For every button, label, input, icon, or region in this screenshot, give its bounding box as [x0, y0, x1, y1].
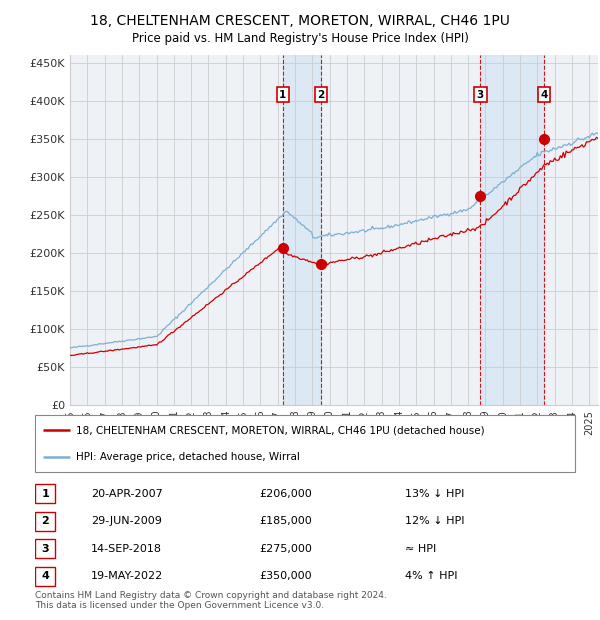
- Text: 2: 2: [317, 89, 325, 100]
- Text: 1: 1: [280, 89, 287, 100]
- Text: £206,000: £206,000: [259, 489, 312, 498]
- Text: £275,000: £275,000: [259, 544, 312, 554]
- Bar: [283, 55, 321, 405]
- Text: 12% ↓ HPI: 12% ↓ HPI: [404, 516, 464, 526]
- Text: 3: 3: [41, 544, 49, 554]
- Text: £185,000: £185,000: [259, 516, 312, 526]
- FancyBboxPatch shape: [35, 539, 55, 559]
- FancyBboxPatch shape: [35, 484, 55, 503]
- Text: 4: 4: [41, 571, 49, 582]
- Text: 20-APR-2007: 20-APR-2007: [91, 489, 163, 498]
- Text: 1: 1: [41, 489, 49, 498]
- Text: Price paid vs. HM Land Registry's House Price Index (HPI): Price paid vs. HM Land Registry's House …: [131, 32, 469, 45]
- Text: 18, CHELTENHAM CRESCENT, MORETON, WIRRAL, CH46 1PU: 18, CHELTENHAM CRESCENT, MORETON, WIRRAL…: [90, 14, 510, 28]
- Text: 19-MAY-2022: 19-MAY-2022: [91, 571, 163, 582]
- Text: 29-JUN-2009: 29-JUN-2009: [91, 516, 162, 526]
- Bar: [480, 55, 544, 405]
- FancyBboxPatch shape: [35, 512, 55, 531]
- FancyBboxPatch shape: [35, 567, 55, 586]
- Text: HPI: Average price, detached house, Wirral: HPI: Average price, detached house, Wirr…: [76, 451, 299, 462]
- Text: 2: 2: [41, 516, 49, 526]
- FancyBboxPatch shape: [35, 415, 575, 472]
- Text: Contains HM Land Registry data © Crown copyright and database right 2024.
This d: Contains HM Land Registry data © Crown c…: [35, 591, 387, 610]
- Text: 13% ↓ HPI: 13% ↓ HPI: [404, 489, 464, 498]
- Text: £350,000: £350,000: [259, 571, 311, 582]
- Text: 18, CHELTENHAM CRESCENT, MORETON, WIRRAL, CH46 1PU (detached house): 18, CHELTENHAM CRESCENT, MORETON, WIRRAL…: [76, 425, 484, 435]
- Text: ≈ HPI: ≈ HPI: [404, 544, 436, 554]
- Text: 3: 3: [476, 89, 484, 100]
- Text: 14-SEP-2018: 14-SEP-2018: [91, 544, 162, 554]
- Text: 4: 4: [541, 89, 548, 100]
- Text: 4% ↑ HPI: 4% ↑ HPI: [404, 571, 457, 582]
